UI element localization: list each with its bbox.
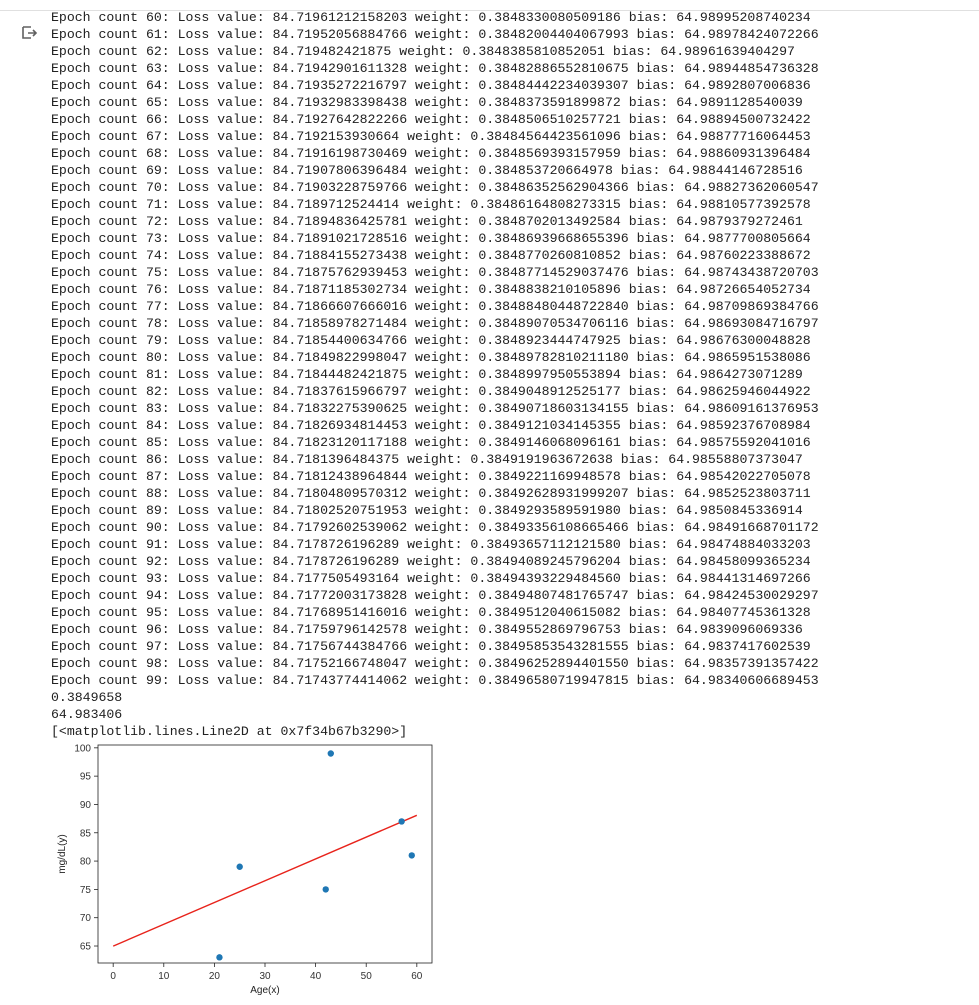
log-line: Epoch count 82: Loss value: 84.718376159… (51, 384, 811, 399)
log-line: Epoch count 91: Loss value: 84.717872619… (51, 537, 811, 552)
y-tick-label: 75 (80, 885, 92, 896)
log-line: Epoch count 97: Loss value: 84.717567443… (51, 639, 811, 654)
final-bias-output: 64.983406 (51, 707, 123, 722)
x-tick-label: 50 (361, 971, 373, 982)
scatter-plot: 0 10 20 30 40 50 60 65 70 75 80 85 90 95 100 Age(x) mg/d… (51, 743, 471, 1005)
regression-line (112, 814, 418, 947)
log-line: Epoch count 89: Loss value: 84.718025207… (51, 503, 803, 518)
training-log: Epoch count 60: Loss value: 84.719612121… (51, 9, 971, 689)
data-point (216, 954, 223, 961)
plot-frame (97, 744, 433, 964)
x-tick-label: 0 (110, 971, 116, 982)
log-line: Epoch count 66: Loss value: 84.719276428… (51, 112, 811, 127)
y-tick-label: 65 (80, 942, 92, 953)
log-line: Epoch count 72: Loss value: 84.718948364… (51, 214, 803, 229)
log-line: Epoch count 92: Loss value: 84.717872619… (51, 554, 811, 569)
data-point (236, 863, 243, 870)
final-weight-output: 0.3849658 (51, 690, 123, 705)
log-line: Epoch count 93: Loss value: 84.717750549… (51, 571, 811, 586)
log-line: Epoch count 62: Loss value: 84.719482421… (51, 44, 795, 59)
data-point (322, 886, 329, 893)
x-axis-label: Age(x) (250, 985, 279, 996)
plot-canvas: 0 10 20 30 40 50 60 65 70 75 80 85 90 95 100 Age(x) mg/d… (57, 743, 433, 996)
x-tick-label: 40 (310, 971, 322, 982)
log-line: Epoch count 85: Loss value: 84.718231201… (51, 435, 811, 450)
log-line: Epoch count 86: Loss value: 84.718139648… (51, 452, 803, 467)
log-line: Epoch count 79: Loss value: 84.718544006… (51, 333, 811, 348)
cell-top-border (0, 0, 979, 11)
log-line: Epoch count 80: Loss value: 84.718498229… (51, 350, 811, 365)
log-line: Epoch count 96: Loss value: 84.717597961… (51, 622, 803, 637)
log-line: Epoch count 90: Loss value: 84.717926025… (51, 520, 819, 535)
y-tick-label: 95 (80, 772, 92, 783)
log-line: Epoch count 99: Loss value: 84.717437744… (51, 673, 819, 688)
log-line: Epoch count 78: Loss value: 84.718589782… (51, 316, 819, 331)
log-line: Epoch count 84: Loss value: 84.718269348… (51, 418, 811, 433)
y-tick-label: 70 (80, 913, 92, 924)
log-line: Epoch count 81: Loss value: 84.718444824… (51, 367, 803, 382)
log-line: Epoch count 77: Loss value: 84.718666076… (51, 299, 819, 314)
log-line: Epoch count 76: Loss value: 84.718711853… (51, 282, 811, 297)
log-line: Epoch count 65: Loss value: 84.719329833… (51, 95, 803, 110)
log-line: Epoch count 70: Loss value: 84.719032287… (51, 180, 819, 195)
log-line: Epoch count 95: Loss value: 84.717689514… (51, 605, 811, 620)
log-line: Epoch count 88: Loss value: 84.718048095… (51, 486, 811, 501)
log-line: Epoch count 71: Loss value: 84.718971252… (51, 197, 811, 212)
data-point (398, 818, 405, 825)
log-line: Epoch count 61: Loss value: 84.719520568… (51, 27, 819, 42)
x-tick-label: 60 (411, 971, 423, 982)
log-line: Epoch count 60: Loss value: 84.719612121… (51, 10, 811, 25)
log-line: Epoch count 69: Loss value: 84.719078063… (51, 163, 803, 178)
data-point (408, 852, 415, 859)
log-line: Epoch count 67: Loss value: 84.719215393… (51, 129, 811, 144)
y-tick-label: 100 (74, 743, 91, 754)
y-tick-label: 85 (80, 828, 92, 839)
log-line: Epoch count 73: Loss value: 84.718910217… (51, 231, 811, 246)
y-axis-label: mg/dL(y) (57, 834, 68, 873)
log-line: Epoch count 87: Loss value: 84.718124389… (51, 469, 811, 484)
log-line: Epoch count 83: Loss value: 84.718322753… (51, 401, 819, 416)
log-line: Epoch count 64: Loss value: 84.719352722… (51, 78, 811, 93)
log-line: Epoch count 68: Loss value: 84.719161987… (51, 146, 811, 161)
output-arrow-icon[interactable] (20, 24, 38, 42)
data-point (327, 750, 334, 757)
log-line: Epoch count 74: Loss value: 84.718841552… (51, 248, 811, 263)
log-line: Epoch count 63: Loss value: 84.719429016… (51, 61, 819, 76)
y-tick-label: 90 (80, 800, 92, 811)
x-tick-label: 10 (158, 971, 170, 982)
x-tick-label: 20 (209, 971, 221, 982)
log-line: Epoch count 94: Loss value: 84.717720031… (51, 588, 819, 603)
plot-repr-output: [<matplotlib.lines.Line2D at 0x7f34b67b3… (51, 724, 408, 739)
cell-output: Epoch count 60: Loss value: 84.719612121… (51, 9, 971, 1005)
x-tick-label: 30 (259, 971, 271, 982)
y-tick-label: 80 (80, 857, 92, 868)
log-line: Epoch count 98: Loss value: 84.717521667… (51, 656, 819, 671)
log-line: Epoch count 75: Loss value: 84.718757629… (51, 265, 819, 280)
